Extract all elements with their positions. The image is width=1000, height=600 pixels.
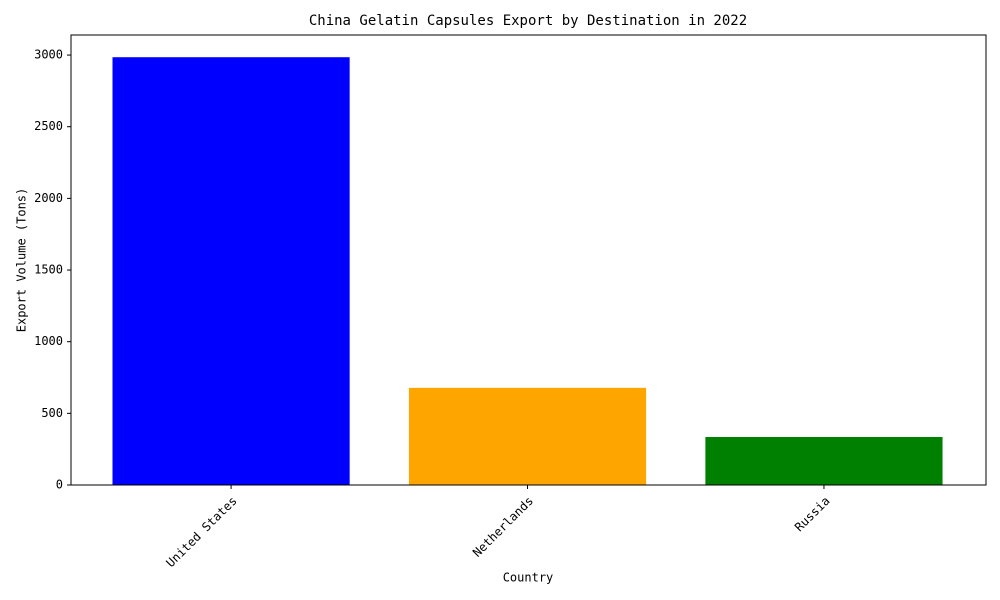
bar <box>705 436 943 485</box>
y-axis-label: Export Volume (Tons) <box>15 188 29 333</box>
y-tick-label: 3000 <box>34 48 63 62</box>
y-tick-label: 500 <box>41 406 63 420</box>
bar <box>112 57 350 485</box>
bar <box>408 387 647 485</box>
y-tick-label: 2500 <box>34 119 63 133</box>
chart-title: China Gelatin Capsules Export by Destina… <box>309 13 747 29</box>
y-tick-label: 1500 <box>34 263 63 277</box>
x-axis-label: Country <box>503 571 554 585</box>
y-tick-label: 0 <box>56 478 63 492</box>
plot-frame <box>70 34 987 486</box>
y-tick-label: 1000 <box>34 334 63 348</box>
y-tick-label: 2000 <box>34 191 63 205</box>
